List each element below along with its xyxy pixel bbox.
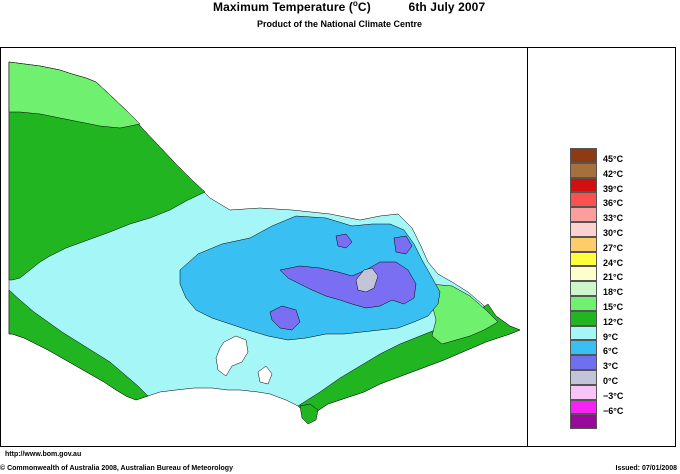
cold-zone-c xyxy=(335,233,353,249)
legend-swatch xyxy=(570,177,597,193)
northwest-zone xyxy=(8,61,141,129)
legend-swatch xyxy=(570,399,597,415)
frame-divider xyxy=(527,47,528,447)
legend-item: 12°C xyxy=(570,310,660,327)
legend-item: −6°C xyxy=(570,399,660,416)
legend-swatch xyxy=(570,340,597,356)
legend-swatch xyxy=(570,370,597,385)
western-port xyxy=(257,365,273,385)
map-frame xyxy=(0,47,676,447)
legend-item: 6°C xyxy=(570,340,660,356)
legend-item: 45°C xyxy=(570,148,660,164)
legend-swatch xyxy=(570,325,597,341)
legend-swatch xyxy=(570,384,597,400)
legend-swatch xyxy=(570,222,597,237)
legend-item: 30°C xyxy=(570,222,660,238)
port-phillip-bay xyxy=(215,335,249,377)
legend-item: 36°C xyxy=(570,192,660,208)
legend-item xyxy=(570,414,660,430)
legend-swatch xyxy=(570,310,597,326)
header: Maximum Temperature (oC) 6th July 2007 P… xyxy=(0,0,680,48)
legend-swatch xyxy=(570,236,597,252)
legend-item: 24°C xyxy=(570,251,660,268)
copyright-notice: © Commonwealth of Australia 2008, Austra… xyxy=(0,465,233,472)
legend-item: 42°C xyxy=(570,162,660,179)
map-title: Maximum Temperature (oC) 6th July 2007 xyxy=(213,0,486,14)
cold-zone-d xyxy=(393,235,413,255)
source-url: http://www.bom.gov.au xyxy=(5,451,82,458)
legend-swatch xyxy=(570,251,597,267)
legend-item: 18°C xyxy=(570,281,660,297)
legend-item: 21°C xyxy=(570,266,660,282)
legend-item: 0°C xyxy=(570,370,660,386)
legend-swatch xyxy=(570,296,597,311)
temperature-map xyxy=(8,61,521,425)
legend-item: 9°C xyxy=(570,325,660,342)
legend-swatch xyxy=(570,148,597,163)
legend-item: 39°C xyxy=(570,177,660,194)
cold-zone-a xyxy=(279,261,417,309)
legend-swatch xyxy=(570,192,597,208)
legend-swatch xyxy=(570,355,597,370)
cold-zone-b xyxy=(269,305,301,331)
legend-item: 15°C xyxy=(570,296,660,312)
wilsons-promontory xyxy=(299,403,319,425)
legend-swatch xyxy=(570,414,597,430)
legend-item: 33°C xyxy=(570,207,660,223)
legend-swatch xyxy=(570,207,597,222)
issued-date: Issued: 07/01/2008 xyxy=(615,465,678,472)
legend-item: −3°C xyxy=(570,384,660,401)
west-coast-zone xyxy=(8,289,149,401)
legend-item: 3°C xyxy=(570,355,660,371)
legend-swatch xyxy=(570,162,597,178)
coldest-zone xyxy=(355,267,379,293)
map-subtitle: Product of the National Climate Centre xyxy=(257,19,423,29)
far-east-warm-zone xyxy=(429,283,499,345)
legend-swatch xyxy=(570,281,597,296)
legend-item: 27°C xyxy=(570,236,660,253)
legend-swatch xyxy=(570,266,597,282)
